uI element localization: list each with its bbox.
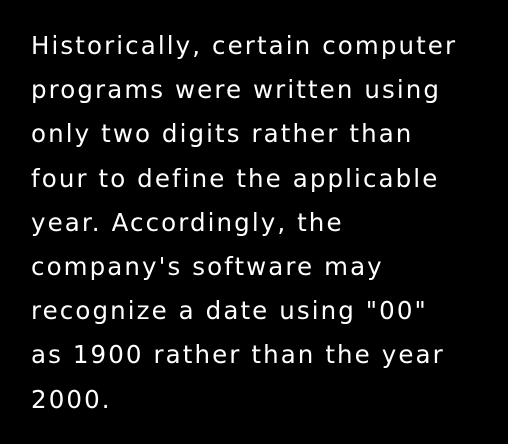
text-line: as 1900 rather than the year: [31, 340, 445, 370]
text-line: recognize a date using "00": [31, 296, 428, 326]
text-line: company's software may: [31, 251, 384, 281]
text-line: Historically, certain computer: [31, 31, 458, 60]
text-line: only two digits rather than: [31, 119, 414, 149]
text-line: programs were written using: [31, 75, 442, 105]
text-line: year. Accordingly, the: [31, 207, 344, 237]
text-line: four to define the applicable: [31, 163, 440, 193]
text-line: 2000.: [31, 384, 112, 414]
text-paragraph: Historically, certain computer programs …: [31, 24, 501, 422]
